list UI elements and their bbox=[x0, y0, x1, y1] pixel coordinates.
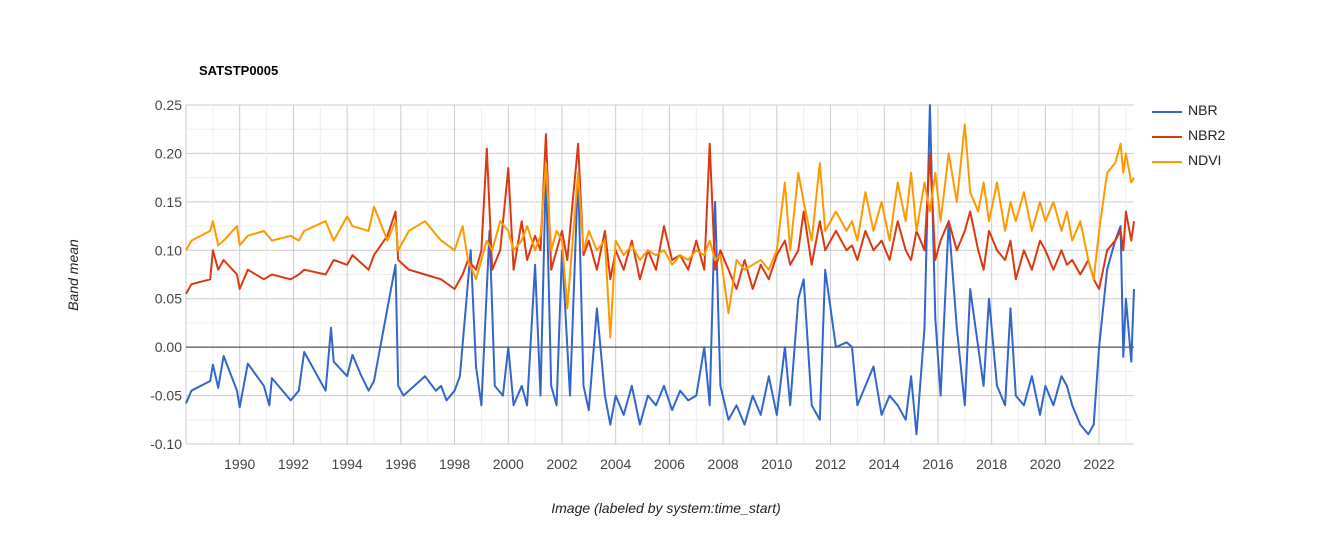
x-tick-label: 2000 bbox=[493, 456, 524, 472]
x-tick-label: 1994 bbox=[332, 456, 363, 472]
legend-label-ndvi: NDVI bbox=[1188, 152, 1222, 168]
y-tick-label: 0.10 bbox=[155, 242, 182, 258]
x-tick-label: 1996 bbox=[385, 456, 416, 472]
x-tick-label: 2012 bbox=[815, 456, 846, 472]
legend-swatch-nbr2 bbox=[1152, 136, 1182, 138]
y-tick-label: 0.20 bbox=[155, 145, 182, 161]
legend-item-nbr2[interactable]: NBR2 bbox=[1152, 127, 1272, 152]
legend-label-nbr: NBR bbox=[1188, 102, 1218, 118]
legend-item-nbr[interactable]: NBR bbox=[1152, 102, 1272, 127]
y-tick-label: 0.15 bbox=[155, 194, 182, 210]
x-tick-label: 2004 bbox=[600, 456, 631, 472]
x-axis-label: Image (labeled by system:time_start) bbox=[551, 500, 781, 516]
y-tick-label: 0.05 bbox=[155, 291, 182, 307]
x-tick-label: 1990 bbox=[224, 456, 255, 472]
x-tick-label: 1992 bbox=[278, 456, 309, 472]
legend: NBR NBR2 NDVI bbox=[1152, 102, 1272, 177]
x-tick-label: 2014 bbox=[869, 456, 900, 472]
x-tick-label: 2002 bbox=[546, 456, 577, 472]
x-tick-label: 2006 bbox=[654, 456, 685, 472]
y-axis-label: Band mean bbox=[65, 239, 81, 311]
x-tick-label: 2022 bbox=[1084, 456, 1115, 472]
x-tick-label: 2018 bbox=[976, 456, 1007, 472]
legend-item-ndvi[interactable]: NDVI bbox=[1152, 152, 1272, 177]
y-tick-label: 0.25 bbox=[155, 97, 182, 113]
x-tick-label: 2010 bbox=[761, 456, 792, 472]
legend-swatch-ndvi bbox=[1152, 161, 1182, 163]
x-tick-label: 1998 bbox=[439, 456, 470, 472]
series-line-nbr2 bbox=[185, 133, 1135, 295]
legend-label-nbr2: NBR2 bbox=[1188, 127, 1226, 143]
y-tick-label: 0.00 bbox=[155, 339, 182, 355]
y-tick-label: -0.10 bbox=[150, 436, 182, 452]
y-tick-label: -0.05 bbox=[150, 388, 182, 404]
series-line-nbr bbox=[185, 104, 1135, 436]
chart-title: SATSTP0005 bbox=[199, 63, 279, 78]
series-line-ndvi bbox=[185, 123, 1135, 339]
x-tick-label: 2008 bbox=[708, 456, 739, 472]
legend-swatch-nbr bbox=[1152, 111, 1182, 113]
x-tick-label: 2016 bbox=[922, 456, 953, 472]
x-tick-label: 2020 bbox=[1030, 456, 1061, 472]
